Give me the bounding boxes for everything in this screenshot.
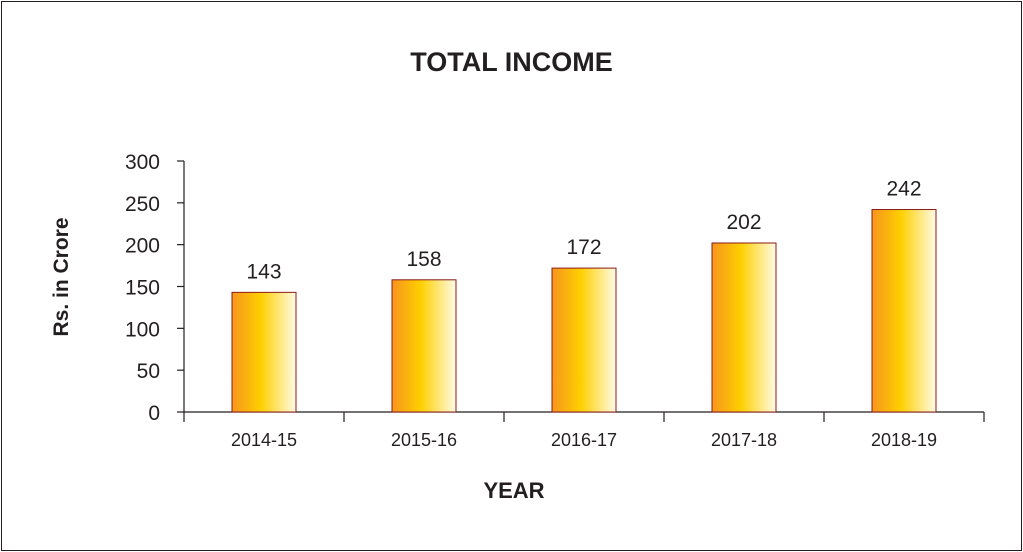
y-tick-label: 250 bbox=[125, 193, 160, 216]
x-tick-label: 2015-16 bbox=[391, 430, 457, 450]
data-label: 242 bbox=[886, 178, 921, 201]
data-label: 172 bbox=[566, 236, 601, 259]
chart-title: TOTAL INCOME bbox=[410, 47, 613, 77]
data-label: 202 bbox=[726, 211, 761, 234]
bar-2015-16 bbox=[391, 279, 457, 413]
x-tick-label: 2017-18 bbox=[711, 430, 777, 450]
bar-2018-19 bbox=[871, 209, 937, 413]
x-axis-label: YEAR bbox=[483, 478, 545, 503]
bar-2016-17 bbox=[551, 267, 617, 413]
x-tick-label: 2018-19 bbox=[871, 430, 937, 450]
y-tick-label: 0 bbox=[148, 402, 160, 425]
data-label: 158 bbox=[406, 248, 441, 271]
y-tick-label: 150 bbox=[125, 277, 160, 300]
data-label: 143 bbox=[246, 260, 281, 283]
y-tick-label: 300 bbox=[125, 151, 160, 174]
y-tick-label: 200 bbox=[125, 235, 160, 258]
bar-2014-15 bbox=[231, 291, 297, 413]
y-tick-label: 100 bbox=[125, 318, 160, 341]
x-tick-label: 2014-15 bbox=[231, 430, 297, 450]
y-tick-label: 50 bbox=[137, 360, 160, 383]
bar-2017-18 bbox=[711, 242, 777, 413]
x-tick-label: 2016-17 bbox=[551, 430, 617, 450]
